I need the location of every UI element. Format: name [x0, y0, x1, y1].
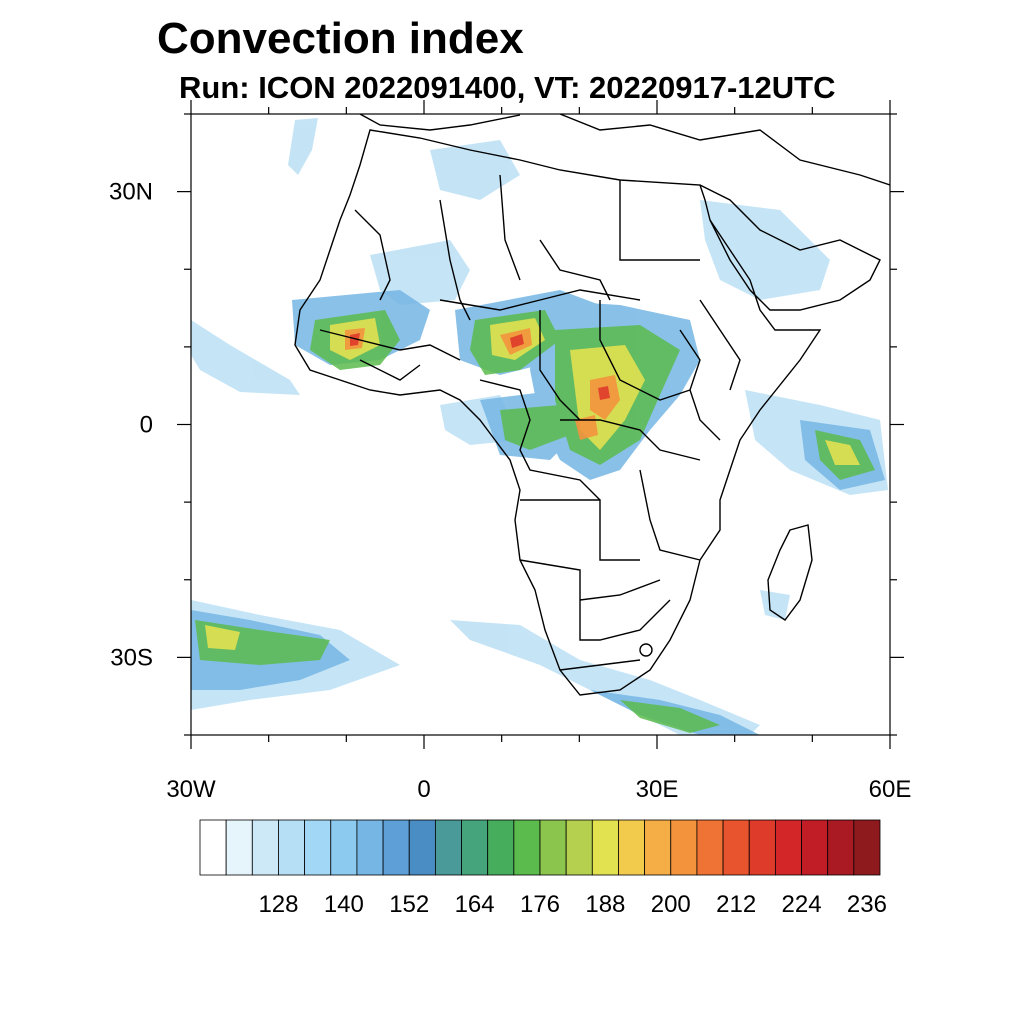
map-subtitle: Run: ICON 2022091400, VT: 20220917-12UTC: [179, 70, 836, 105]
colorbar-box: [565, 819, 593, 876]
colorbar-label: 200: [651, 891, 691, 918]
colorbar-label: 212: [716, 891, 756, 918]
colorbar-box: [722, 819, 750, 876]
colorbar-box: [487, 819, 515, 876]
colorbar-labels: 128 140 152 164 176 188 200 212 224 236: [258, 891, 887, 918]
axis-tick-labels: 30N 0 30S 30W 0 30E 60E: [109, 179, 911, 803]
colorbar-label: 164: [455, 891, 495, 918]
colorbar-box: [670, 819, 698, 876]
colorbar-box: [356, 819, 384, 876]
colorbar-label: 128: [258, 891, 298, 918]
colorbar-label: 224: [782, 891, 822, 918]
colorbar-box: [225, 819, 253, 876]
colorbar-box: [644, 819, 672, 876]
colorbar-box: [330, 819, 358, 876]
colorbar-label: 188: [585, 891, 625, 918]
lon-tick-label: 30E: [636, 776, 679, 803]
colorbar-box: [539, 819, 567, 876]
colorbar-box: [461, 819, 489, 876]
colorbar-box: [774, 819, 802, 876]
colorbar-box: [513, 819, 541, 876]
colorbar-box: [408, 819, 436, 876]
colorbar-label: 140: [324, 891, 364, 918]
colorbar-box: [251, 819, 279, 876]
colorbar-box: [304, 819, 332, 876]
colorbar-box: [853, 819, 881, 876]
colorbar-box: [801, 819, 829, 876]
lon-tick-label: 60E: [869, 776, 912, 803]
coastlines: [294, 114, 890, 696]
colorbar-box: [591, 819, 619, 876]
colorbar-boxes: [199, 819, 881, 876]
colorbar-box: [748, 819, 776, 876]
lat-tick-label: 30S: [110, 644, 153, 671]
lat-tick-label: 30N: [109, 179, 153, 206]
colorbar-label: 152: [389, 891, 429, 918]
colorbar-box: [199, 819, 227, 876]
colorbar-box: [696, 819, 724, 876]
map-title: Convection index: [157, 14, 524, 63]
colorbar-box: [278, 819, 306, 876]
lon-tick-label: 0: [417, 776, 430, 803]
colorbar-box: [618, 819, 646, 876]
colorbar-box: [827, 819, 855, 876]
axis-ticks: [177, 100, 904, 749]
colorbar-box: [434, 819, 462, 876]
colorbar-label: 236: [847, 891, 887, 918]
lon-tick-label: 30W: [166, 776, 216, 803]
colorbar-label: 176: [520, 891, 560, 918]
colorbar-box: [382, 819, 410, 876]
lat-tick-label: 0: [140, 412, 153, 439]
